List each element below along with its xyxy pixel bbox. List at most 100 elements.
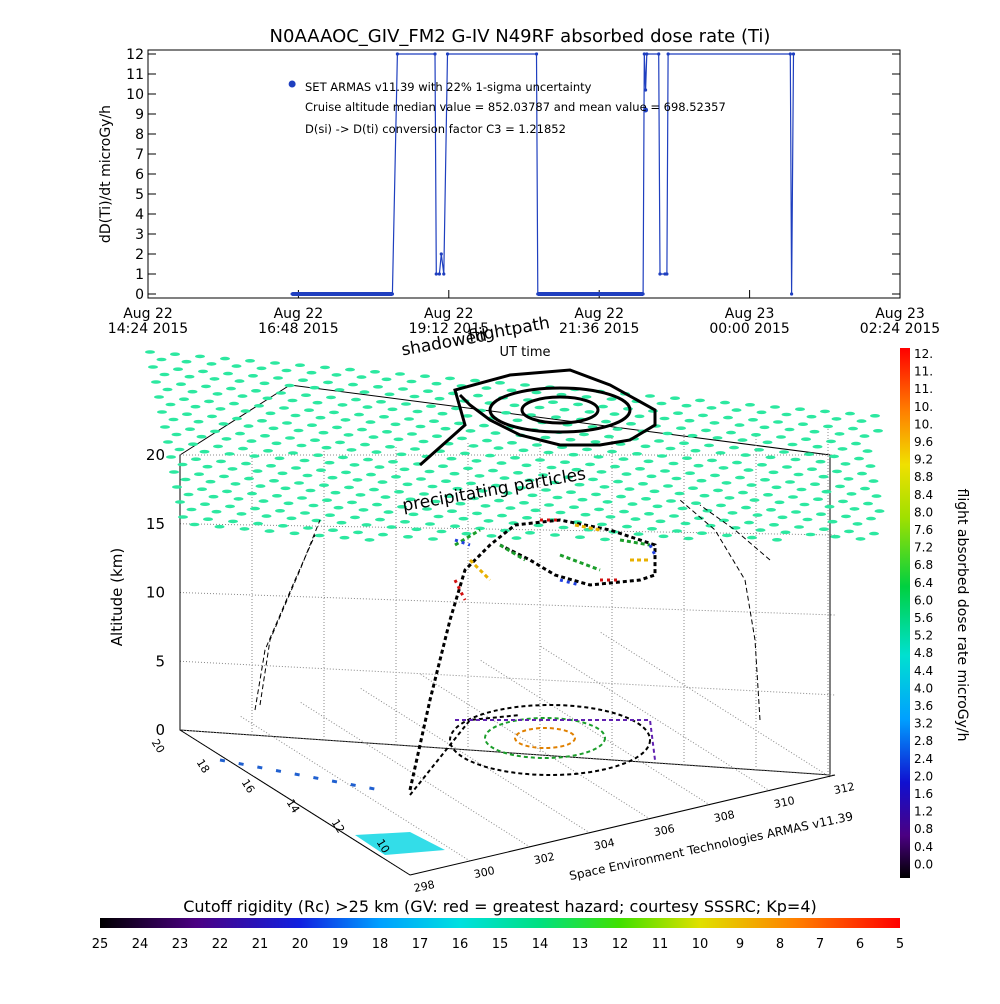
particle-dash [316,468,326,473]
particle-dash [790,457,801,462]
particle-dash [682,456,692,461]
dose-colorbar-tick: 10. [914,417,933,431]
dose-colorbar: 12. 11. 11. 10. 10. 9.6 9.2 8.8 8.4 8.0 7.6 7.2 6.8 6… [900,347,970,878]
particle-dash [796,487,807,492]
particle-dash [820,409,830,414]
particle-dash [685,471,695,476]
particle-dash [223,371,233,376]
latitude-tick-label: 20 [149,737,167,756]
particle-dash [759,425,770,430]
particle-dash [566,490,576,495]
dose-y-tick-label: 2 [135,247,144,263]
particle-dash [856,419,867,423]
particle-dash [199,449,210,454]
particle-dash [151,380,161,384]
particle-dash [805,532,816,537]
particle-dash [782,465,792,469]
particle-dash [548,400,558,405]
particle-dash [674,491,685,496]
particle-dash [735,475,745,480]
dose-point [643,88,648,92]
particle-dash [454,421,464,426]
particle-dash [821,489,832,494]
particle-dash [408,512,419,517]
dose-x-tick-date: Aug 22 [424,306,474,322]
particle-dash [364,538,375,542]
particle-dash [777,515,788,520]
particle-dash [450,524,460,528]
particle-dash [588,477,598,482]
rc-colorbar-tick: 15 [492,937,509,952]
particle-dash [212,392,223,396]
particle-dash [541,488,551,492]
particle-dash [327,475,338,480]
particle-dash [319,483,329,488]
particle-dash [274,456,285,461]
particle-dash [156,357,167,362]
dose-y-tick-label: 4 [135,207,144,223]
particle-dash [658,534,669,539]
particle-dash [744,520,754,525]
particle-dash [251,389,261,393]
particle-dash [266,464,276,468]
particle-dash [594,507,604,512]
particle-dash [544,503,554,507]
dose-y-tick-label: 1 [135,267,144,283]
rc-colorbar-tick: 6 [856,937,864,952]
dose-x-tick-time: 16:48 2015 [258,321,338,337]
dose-colorbar-ramp [900,348,910,878]
particle-dash [308,503,319,508]
particle-dash [801,437,811,442]
particle-dash [834,432,845,436]
particle-dash [419,492,429,496]
particle-dash [235,431,245,436]
particle-dash [287,398,298,403]
particle-dash [473,393,483,398]
shadowed-path [419,368,657,467]
particle-dash [830,534,841,539]
particle-dash [612,427,623,431]
particle-dash [295,363,305,368]
particle-dash [335,440,345,445]
particle-dash [477,489,488,493]
particle-dash [363,457,373,462]
particle-dash [185,427,195,432]
particle-dash [302,473,313,478]
rc-colorbar-tick: 9 [736,937,744,952]
particle-dash [426,404,436,409]
particle-dash [325,513,335,517]
particle-dash [585,462,595,467]
particle-dash [781,412,792,417]
particle-dash [383,510,394,514]
floor-front-left-edge [179,729,411,876]
particle-dash [657,454,667,458]
particle-dash [506,388,517,393]
particle-dash [475,526,485,531]
particle-dash [391,475,401,479]
particle-dash [643,459,654,464]
particle-dash [763,493,773,497]
dose-y-tick-label: 6 [135,167,144,183]
particle-dash [785,480,795,484]
particle-dash [200,502,210,507]
particle-dash [468,444,479,448]
particle-dash [434,396,445,401]
particle-dash [869,531,879,536]
particle-dash [303,526,313,530]
particle-dash [512,418,523,423]
particle-dash [771,485,782,490]
particle-dash [754,448,764,452]
particle-dash [400,520,410,524]
particle-dash [549,480,560,485]
particle-dash [654,439,664,443]
particle-dash [284,383,295,388]
grid-floor-line [359,687,591,834]
particle-dash [353,530,363,535]
particle-dash [455,501,466,506]
particle-dash [823,424,833,429]
particle-dash [259,381,270,386]
particle-dash [221,437,232,441]
particle-dash [300,511,310,515]
particle-dash [225,504,235,509]
